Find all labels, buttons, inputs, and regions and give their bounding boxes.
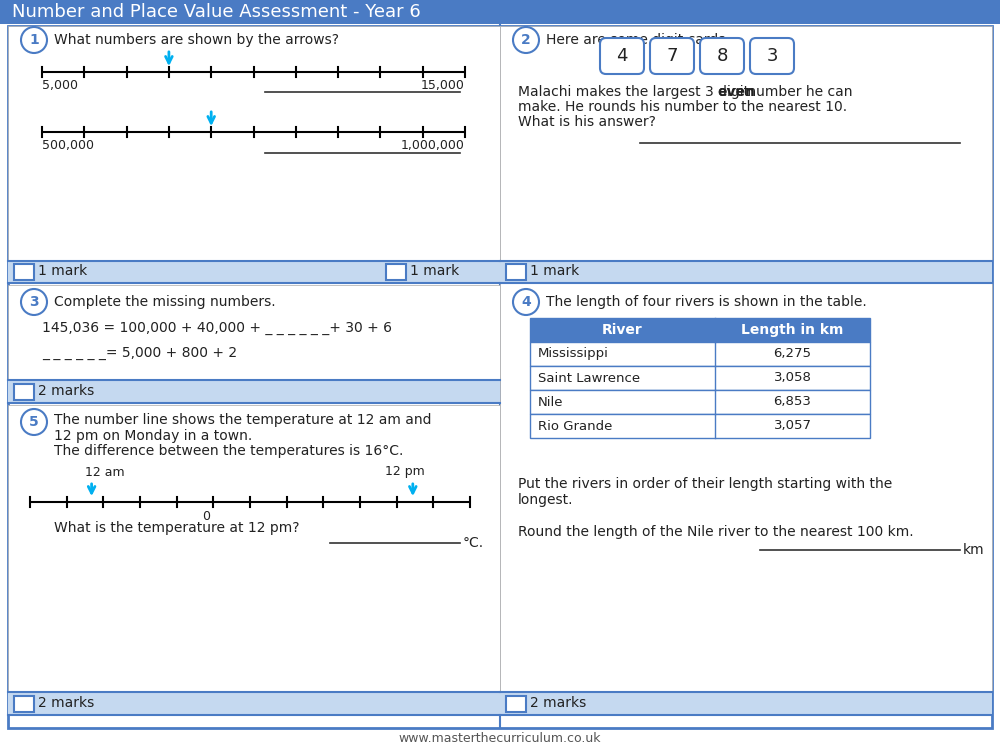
- Text: 2 marks: 2 marks: [530, 696, 586, 710]
- Text: make. He rounds his number to the nearest 10.: make. He rounds his number to the neares…: [518, 100, 847, 114]
- Text: 12 pm: 12 pm: [385, 466, 425, 478]
- FancyBboxPatch shape: [650, 38, 694, 74]
- Text: km: km: [963, 543, 985, 557]
- Bar: [500, 26, 992, 261]
- Bar: [506, 696, 526, 712]
- Bar: [530, 414, 870, 438]
- Text: 5: 5: [29, 415, 39, 429]
- Bar: [0, 0, 1000, 24]
- Bar: [8, 405, 500, 692]
- Text: 1 mark: 1 mark: [410, 264, 459, 278]
- Text: 2: 2: [521, 33, 531, 47]
- Text: Malachi makes the largest 3 digit: Malachi makes the largest 3 digit: [518, 85, 754, 99]
- Text: Saint Lawrence: Saint Lawrence: [538, 371, 640, 385]
- Bar: [8, 261, 500, 283]
- Text: 4: 4: [521, 295, 531, 309]
- Text: longest.: longest.: [518, 493, 574, 507]
- Bar: [500, 283, 992, 692]
- Bar: [14, 264, 34, 280]
- Text: Number and Place Value Assessment - Year 6: Number and Place Value Assessment - Year…: [12, 3, 421, 21]
- Text: even: even: [717, 85, 755, 99]
- Text: Nile: Nile: [538, 395, 564, 409]
- Text: number he can: number he can: [743, 85, 852, 99]
- Text: 5,000: 5,000: [42, 80, 78, 92]
- Text: 145,036 = 100,000 + 40,000 + _ _ _ _ _ _+ 30 + 6: 145,036 = 100,000 + 40,000 + _ _ _ _ _ _…: [42, 321, 392, 335]
- Bar: [530, 318, 870, 342]
- Text: What is his answer?: What is his answer?: [518, 115, 656, 129]
- Text: 2 marks: 2 marks: [38, 384, 94, 398]
- Text: 500,000: 500,000: [42, 140, 94, 152]
- Text: Length in km: Length in km: [741, 323, 844, 337]
- Text: Complete the missing numbers.: Complete the missing numbers.: [54, 295, 276, 309]
- Text: 15,000: 15,000: [421, 80, 465, 92]
- FancyBboxPatch shape: [700, 38, 744, 74]
- Text: Mississippi: Mississippi: [538, 347, 609, 361]
- Bar: [8, 285, 500, 380]
- Text: _ _ _ _ _ _= 5,000 + 800 + 2: _ _ _ _ _ _= 5,000 + 800 + 2: [42, 346, 237, 360]
- Circle shape: [513, 289, 539, 315]
- Text: 6,275: 6,275: [774, 347, 812, 361]
- Bar: [14, 696, 34, 712]
- Circle shape: [513, 27, 539, 53]
- Text: 3: 3: [29, 295, 39, 309]
- Text: 3: 3: [766, 47, 778, 65]
- Text: 7: 7: [666, 47, 678, 65]
- FancyBboxPatch shape: [600, 38, 644, 74]
- Text: 1 mark: 1 mark: [38, 264, 87, 278]
- Text: What is the temperature at 12 pm?: What is the temperature at 12 pm?: [54, 521, 300, 535]
- Text: Rio Grande: Rio Grande: [538, 419, 612, 433]
- Text: Here are some digit cards.: Here are some digit cards.: [546, 33, 730, 47]
- Text: 8: 8: [716, 47, 728, 65]
- Text: 4: 4: [616, 47, 628, 65]
- Text: 12 pm on Monday in a town.: 12 pm on Monday in a town.: [54, 429, 252, 443]
- Text: What numbers are shown by the arrows?: What numbers are shown by the arrows?: [54, 33, 339, 47]
- FancyBboxPatch shape: [750, 38, 794, 74]
- Text: www.masterthecurriculum.co.uk: www.masterthecurriculum.co.uk: [399, 731, 601, 745]
- Bar: [500, 261, 992, 283]
- Text: 3,058: 3,058: [774, 371, 811, 385]
- Bar: [530, 390, 870, 414]
- Bar: [8, 381, 500, 403]
- Text: 1: 1: [29, 33, 39, 47]
- Text: 1,000,000: 1,000,000: [401, 140, 465, 152]
- Text: 6,853: 6,853: [774, 395, 811, 409]
- Bar: [14, 384, 34, 400]
- Text: The length of four rivers is shown in the table.: The length of four rivers is shown in th…: [546, 295, 867, 309]
- Text: Round the length of the Nile river to the nearest 100 km.: Round the length of the Nile river to th…: [518, 525, 914, 539]
- Text: The number line shows the temperature at 12 am and: The number line shows the temperature at…: [54, 413, 432, 427]
- Text: 0: 0: [202, 509, 210, 523]
- Text: 3,057: 3,057: [774, 419, 812, 433]
- Text: Put the rivers in order of their length starting with the: Put the rivers in order of their length …: [518, 477, 892, 491]
- Bar: [8, 693, 500, 715]
- Text: 1 mark: 1 mark: [530, 264, 579, 278]
- Text: River: River: [602, 323, 643, 337]
- Text: 2 marks: 2 marks: [38, 696, 94, 710]
- Bar: [386, 264, 406, 280]
- Circle shape: [21, 289, 47, 315]
- Circle shape: [21, 409, 47, 435]
- Text: 12 am: 12 am: [85, 466, 125, 478]
- Bar: [500, 693, 992, 715]
- Circle shape: [21, 27, 47, 53]
- Text: The difference between the temperatures is 16°C.: The difference between the temperatures …: [54, 444, 403, 458]
- Bar: [8, 26, 500, 261]
- Bar: [506, 264, 526, 280]
- Text: °C.: °C.: [463, 536, 484, 550]
- Bar: [530, 342, 870, 366]
- Bar: [530, 366, 870, 390]
